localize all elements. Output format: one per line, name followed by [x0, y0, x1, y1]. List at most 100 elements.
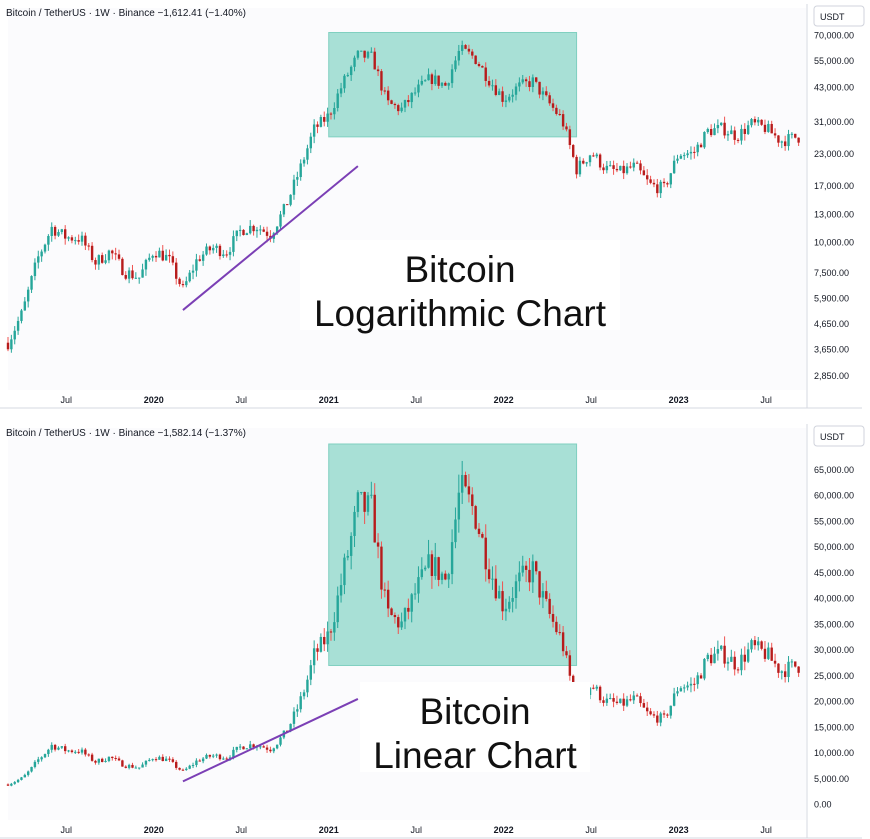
candle-body — [107, 250, 111, 261]
candle-body — [659, 713, 662, 723]
candle-body — [723, 645, 726, 664]
candle-body — [218, 754, 222, 760]
candle-body — [683, 155, 686, 157]
y-tick-label: 2,850.00 — [814, 371, 849, 381]
candle-body — [481, 533, 484, 538]
overlay-text-box — [300, 240, 620, 330]
candle-body — [464, 475, 467, 487]
candle-body — [336, 595, 339, 623]
candle-body — [703, 132, 706, 148]
candle-body — [662, 181, 666, 184]
candle-body — [201, 758, 205, 762]
candle-body — [696, 675, 699, 685]
candle-body — [154, 759, 158, 761]
candle-body — [413, 92, 417, 94]
candle-body — [259, 746, 262, 748]
candle-body — [77, 751, 80, 753]
candle-body — [74, 751, 77, 753]
candle-body — [282, 204, 286, 215]
candle-body — [178, 278, 181, 285]
candle-body — [709, 129, 713, 136]
candle-body — [689, 683, 693, 686]
candle-body — [444, 573, 447, 580]
y-tick-label: 25,000.00 — [814, 671, 854, 681]
candle-body — [726, 661, 730, 664]
x-tick-label: 2022 — [494, 395, 514, 405]
candle-body — [508, 601, 511, 609]
candle-body — [612, 698, 615, 702]
candle-body — [763, 124, 767, 132]
candle-body — [417, 84, 420, 93]
candle-body — [370, 51, 373, 53]
candle-body — [296, 177, 299, 180]
candle-body — [501, 591, 504, 612]
candle-body — [238, 746, 242, 748]
candle-body — [531, 561, 535, 583]
candle-body — [521, 79, 524, 83]
candle-body — [356, 492, 360, 512]
candle-body — [706, 654, 709, 659]
candle-body — [6, 784, 10, 786]
x-tick-label: Jul — [585, 395, 597, 405]
candle-body — [141, 269, 144, 278]
candle-body — [683, 687, 686, 689]
y-tick-label: 15,000.00 — [814, 722, 854, 732]
candle-body — [471, 494, 474, 507]
candle-body — [249, 225, 252, 234]
candles-group — [6, 40, 800, 353]
candle-body — [63, 229, 67, 239]
candle-body — [420, 80, 424, 85]
candle-body — [161, 756, 164, 762]
candles-group — [6, 460, 800, 787]
candle-body — [780, 141, 783, 143]
candle-body — [407, 607, 410, 612]
candle-body — [74, 240, 77, 242]
candle-body — [588, 687, 592, 695]
y-tick-label: 5,000.00 — [814, 774, 849, 784]
candle-body — [474, 506, 477, 529]
candle-body — [427, 554, 430, 568]
candle-body — [457, 50, 461, 61]
candle-body — [676, 691, 679, 694]
candle-body — [642, 170, 646, 176]
x-tick-label: 2021 — [319, 825, 339, 835]
candle-body — [67, 237, 70, 239]
candle-body — [117, 254, 121, 259]
candle-body — [208, 754, 212, 757]
candle-body — [794, 133, 797, 138]
candle-body — [444, 82, 447, 86]
candle-body — [508, 96, 511, 101]
linear-chart-svg[interactable]: USDT 0.00 5,000.00 10,000.00 15,000.00 20,000… — [0, 420, 870, 839]
candle-body — [148, 759, 151, 761]
candle-body — [316, 648, 319, 652]
candle-body — [474, 55, 477, 65]
candle-body — [629, 166, 632, 168]
candle-body — [504, 608, 508, 612]
candle-body — [296, 709, 299, 712]
candle-body — [672, 693, 676, 706]
candle-body — [131, 270, 134, 279]
candle-body — [713, 653, 716, 664]
candle-body — [693, 151, 696, 153]
candle-body — [151, 759, 154, 761]
candle-body — [615, 701, 619, 703]
candle-body — [420, 569, 424, 578]
candle-body — [299, 163, 302, 178]
candle-body — [228, 251, 232, 255]
candle-body — [528, 81, 531, 88]
overlay-title: Bitcoin — [419, 691, 530, 732]
candle-body — [188, 765, 191, 769]
candle-body — [568, 655, 572, 676]
candle-body — [97, 758, 101, 763]
candle-body — [716, 649, 720, 654]
candle-body — [656, 715, 659, 723]
log-chart-svg[interactable]: USDT 2,850.00 3,650.00 4,650.00 5,900.00 7,50… — [0, 0, 870, 415]
candle-body — [494, 85, 498, 95]
candle-body — [90, 245, 94, 261]
y-tick-label: 23,000.00 — [814, 149, 854, 159]
candle-body — [541, 591, 545, 598]
candle-body — [753, 640, 757, 646]
candle-body — [20, 777, 23, 780]
candle-body — [666, 714, 669, 716]
x-tick-label: 2020 — [144, 825, 164, 835]
